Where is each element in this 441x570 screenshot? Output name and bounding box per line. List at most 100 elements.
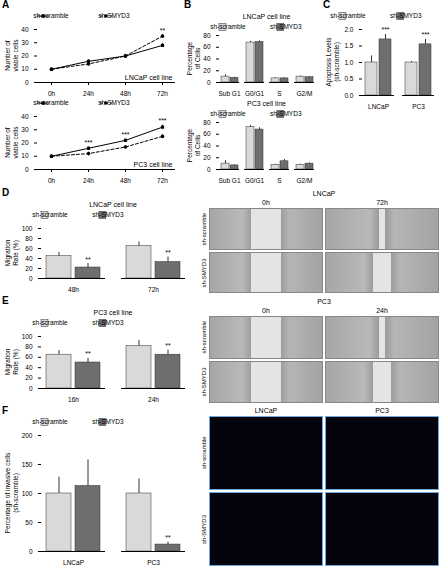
svg-text:LNCaP cell line: LNCaP cell line xyxy=(89,201,137,208)
svg-text:40: 40 xyxy=(21,113,29,120)
svg-text:0h: 0h xyxy=(48,177,56,184)
svg-text:60: 60 xyxy=(203,130,211,137)
svg-text:0: 0 xyxy=(25,166,29,173)
svg-text:40: 40 xyxy=(203,142,211,149)
svg-text:Apoptosis Levels: Apoptosis Levels xyxy=(325,37,333,87)
svg-text:(sh-scramble): (sh-scramble) xyxy=(333,42,341,82)
svg-text:S: S xyxy=(277,177,282,184)
svg-text:Sub G1: Sub G1 xyxy=(218,177,240,184)
svg-text:20: 20 xyxy=(203,67,211,74)
svg-text:sh-scramble: sh-scramble xyxy=(330,12,366,19)
svg-text:72h: 72h xyxy=(157,90,168,97)
svg-text:Migration: Migration xyxy=(4,239,12,266)
svg-text:100: 100 xyxy=(22,490,33,497)
svg-text:**: ** xyxy=(85,256,91,263)
svg-text:48h: 48h xyxy=(120,177,131,184)
svg-text:100: 100 xyxy=(22,333,33,340)
svg-text:PC3: PC3 xyxy=(412,103,425,110)
svg-text:sh-SMYD3: sh-SMYD3 xyxy=(92,319,124,326)
svg-text:PC3 cell line: PC3 cell line xyxy=(94,309,133,316)
svg-text:***: *** xyxy=(421,31,429,38)
svg-text:0.5: 0.5 xyxy=(344,75,353,82)
svg-text:LNCaP: LNCaP xyxy=(63,559,84,566)
svg-text:**: ** xyxy=(85,350,91,357)
svg-text:sh-SMYD3: sh-SMYD3 xyxy=(98,99,130,106)
svg-text:48h: 48h xyxy=(68,286,79,293)
svg-text:24h: 24h xyxy=(148,396,159,403)
svg-text:0.0: 0.0 xyxy=(344,92,353,99)
svg-text:40: 40 xyxy=(203,55,211,62)
svg-text:1.5: 1.5 xyxy=(344,42,353,49)
svg-text:40: 40 xyxy=(21,26,29,33)
svg-text:Rate (%): Rate (%) xyxy=(12,240,20,266)
svg-text:72h: 72h xyxy=(148,286,159,293)
svg-text:40: 40 xyxy=(25,364,33,371)
svg-text:24h: 24h xyxy=(83,177,94,184)
svg-text:sh-SMYD3: sh-SMYD3 xyxy=(270,23,302,30)
svg-text:Rate (%): Rate (%) xyxy=(12,349,20,375)
svg-text:sh-SMYD3: sh-SMYD3 xyxy=(98,12,130,19)
svg-text:LNCaP: LNCaP xyxy=(368,103,389,110)
svg-text:G0/G1: G0/G1 xyxy=(245,90,265,97)
svg-text:sh-SMYD3: sh-SMYD3 xyxy=(92,418,124,425)
svg-text:PC3 cell line: PC3 cell line xyxy=(247,100,286,107)
svg-text:80: 80 xyxy=(25,343,33,350)
svg-text:sh-scramble: sh-scramble xyxy=(210,110,246,117)
svg-text:20: 20 xyxy=(25,374,33,381)
svg-text:0: 0 xyxy=(29,548,33,555)
svg-text:0: 0 xyxy=(207,79,211,86)
svg-text:sh-SMYD3: sh-SMYD3 xyxy=(270,110,302,117)
svg-text:***: *** xyxy=(121,131,129,138)
svg-text:Percentage of invasive cells: Percentage of invasive cells xyxy=(4,452,12,533)
svg-text:***: *** xyxy=(84,139,92,146)
svg-text:sh-SMYD3: sh-SMYD3 xyxy=(390,12,422,19)
svg-text:20: 20 xyxy=(25,265,33,272)
svg-text:sh-scramble: sh-scramble xyxy=(33,12,69,19)
svg-text:0: 0 xyxy=(29,275,33,282)
svg-text:LNCaP cell line: LNCaP cell line xyxy=(125,74,173,81)
svg-text:20: 20 xyxy=(21,52,29,59)
svg-text:sh-SMYD3: sh-SMYD3 xyxy=(92,211,124,218)
svg-text:G0/G1: G0/G1 xyxy=(245,177,265,184)
svg-text:20: 20 xyxy=(21,139,29,146)
svg-text:1.0: 1.0 xyxy=(344,59,353,66)
svg-text:40: 40 xyxy=(25,255,33,262)
svg-text:Sub G1: Sub G1 xyxy=(218,90,240,97)
svg-text:100: 100 xyxy=(22,225,33,232)
svg-text:60: 60 xyxy=(25,245,33,252)
svg-text:sh-scramble: sh-scramble xyxy=(32,211,68,218)
svg-text:24h: 24h xyxy=(83,90,94,97)
svg-text:sh-scramble: sh-scramble xyxy=(210,23,246,30)
svg-text:80: 80 xyxy=(203,119,211,126)
svg-text:60: 60 xyxy=(25,353,33,360)
svg-text:sh-scramble: sh-scramble xyxy=(33,99,69,106)
svg-text:G2/M: G2/M xyxy=(297,90,313,97)
svg-text:PC3: PC3 xyxy=(147,559,160,566)
svg-text:**: ** xyxy=(165,342,171,349)
svg-text:16h: 16h xyxy=(68,396,79,403)
svg-text:200: 200 xyxy=(22,432,33,439)
svg-text:Percentage: Percentage xyxy=(186,128,194,162)
svg-text:48h: 48h xyxy=(120,90,131,97)
svg-text:***: *** xyxy=(158,117,166,124)
svg-text:80: 80 xyxy=(25,235,33,242)
svg-text:viable cells: viable cells xyxy=(12,126,19,159)
svg-text:PC3 cell line: PC3 cell line xyxy=(134,161,173,168)
svg-text:sh-scramble: sh-scramble xyxy=(32,418,68,425)
svg-text:**: ** xyxy=(165,249,171,256)
svg-text:30: 30 xyxy=(21,126,29,133)
svg-text:50: 50 xyxy=(25,519,33,526)
svg-text:**: ** xyxy=(165,534,171,541)
svg-text:10: 10 xyxy=(21,65,29,72)
svg-text:30: 30 xyxy=(21,39,29,46)
svg-text:of Cells: of Cells xyxy=(194,134,201,156)
svg-text:(sh-scramble): (sh-scramble) xyxy=(12,473,20,513)
svg-text:0: 0 xyxy=(29,385,33,392)
svg-text:72h: 72h xyxy=(157,177,168,184)
svg-text:**: ** xyxy=(160,27,166,34)
svg-text:Number of: Number of xyxy=(4,127,11,158)
svg-text:***: *** xyxy=(381,26,389,33)
svg-text:80: 80 xyxy=(203,32,211,39)
svg-text:Number of: Number of xyxy=(4,40,11,71)
svg-text:60: 60 xyxy=(203,43,211,50)
